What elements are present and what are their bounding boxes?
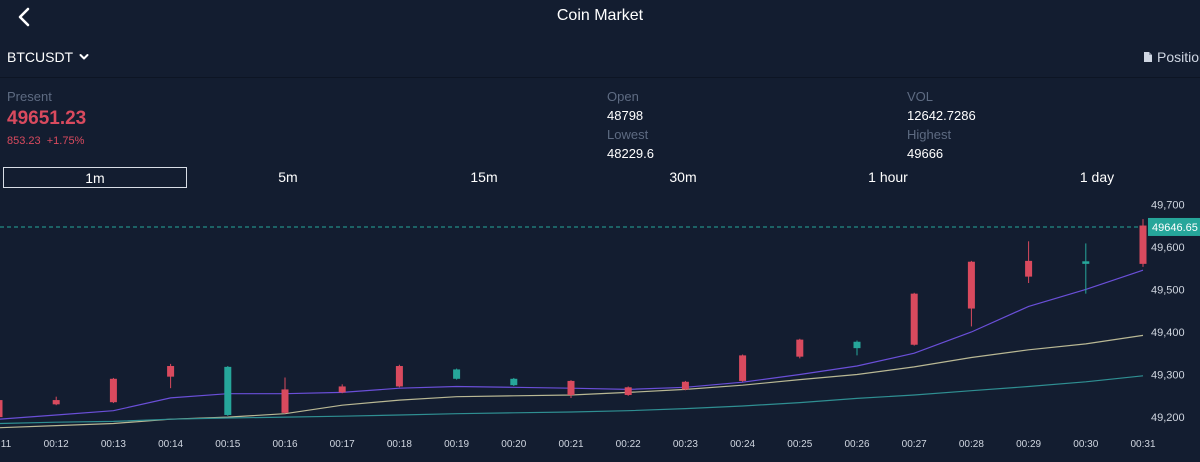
x-tick-label: 00:22 — [616, 439, 641, 450]
candle-body — [281, 389, 289, 413]
vol-label: VOL — [907, 89, 934, 104]
candle-body — [395, 366, 403, 387]
x-tick-label: 00:24 — [730, 439, 755, 450]
x-tick-label: 00:15 — [215, 439, 240, 450]
candle-body — [624, 387, 632, 395]
symbol-bar: BTCUSDT Position — [0, 40, 1200, 78]
candle-body — [453, 369, 461, 379]
highest-value: 49666 — [907, 146, 944, 161]
x-tick-label: 00:25 — [787, 439, 812, 450]
current-price-tag — [1148, 217, 1200, 236]
caret-down-icon — [79, 54, 89, 60]
candle-body — [1082, 261, 1090, 264]
x-tick-label: 00:21 — [558, 439, 583, 450]
x-tick-label: 00:28 — [959, 439, 984, 450]
tab-1m[interactable]: 1m — [3, 167, 187, 188]
present-price: 49651.23 — [7, 108, 87, 129]
y-tick-label: 49,500 — [1151, 284, 1185, 296]
document-icon — [1144, 52, 1152, 62]
x-tick-label: 00:14 — [158, 439, 183, 450]
tab-1-hour[interactable]: 1 hour — [868, 169, 908, 185]
x-tick-label: 00:19 — [444, 439, 469, 450]
candle-body — [681, 381, 689, 390]
tab-30m[interactable]: 30m — [669, 169, 697, 185]
highest-label: Highest — [907, 127, 952, 142]
y-tick-label: 49,200 — [1151, 412, 1185, 424]
chart-svg[interactable]: 49,700 49,600 49,500 49,400 49,300 49,200 00:1… — [0, 199, 1200, 457]
candlestick-chart[interactable]: 49,700 49,600 49,500 49,400 49,300 49,200 00:1… — [0, 199, 1200, 457]
candle-body — [967, 261, 975, 309]
y-tick-label: 49,400 — [1151, 327, 1185, 339]
candle-body — [1025, 260, 1033, 277]
candle-body — [739, 355, 747, 381]
tab-5m[interactable]: 5m — [278, 169, 298, 185]
position-link[interactable]: Position — [1143, 49, 1200, 65]
present-change: 853.23 +1.75% — [7, 135, 85, 147]
x-tick-label: 00:30 — [1073, 439, 1098, 450]
symbol-label: BTCUSDT — [7, 49, 74, 65]
x-tick-label: 00:11 — [0, 439, 12, 450]
tab-1-day[interactable]: 1 day — [1079, 169, 1115, 185]
x-tick-label: 00:27 — [902, 439, 927, 450]
candle-body — [0, 400, 3, 418]
vol-value: 12642.7286 — [907, 108, 976, 123]
candle-body — [567, 380, 575, 395]
x-tick-label: 00:17 — [330, 439, 355, 450]
candle-body — [910, 293, 918, 345]
x-tick-label: 00:18 — [387, 439, 412, 450]
candle-body — [167, 366, 175, 377]
y-tick-label: 49,700 — [1151, 200, 1185, 211]
candle-body — [1139, 225, 1147, 264]
candle-body — [796, 339, 804, 357]
moving-average-line — [0, 375, 1144, 425]
market-stats: Present 49651.23 853.23 +1.75% Open 4879… — [0, 88, 1200, 163]
x-tick-label: 00:12 — [44, 439, 69, 450]
x-tick-label: 00:13 — [101, 439, 126, 450]
y-tick-label: 49,600 — [1151, 242, 1185, 254]
current-price-label: 49646.65 — [1152, 222, 1198, 234]
lowest-label: Lowest — [607, 127, 649, 142]
open-value: 48798 — [607, 108, 644, 123]
candle-body — [52, 400, 60, 405]
x-tick-label: 00:31 — [1130, 439, 1155, 450]
chevron-left-icon[interactable] — [14, 6, 36, 28]
candle-body — [853, 341, 861, 349]
x-tick-label: 00:16 — [272, 439, 297, 450]
x-tick-label: 00:20 — [501, 439, 526, 450]
symbol-selector[interactable]: BTCUSDT — [7, 49, 89, 65]
page-title: Coin Market — [556, 7, 644, 24]
candle-body — [338, 386, 346, 393]
tab-15m[interactable]: 15m — [470, 169, 498, 185]
candle-body — [510, 378, 518, 386]
interval-tabs: 1m 5m 15m 30m 1 hour 1 day — [0, 167, 1200, 189]
present-label: Present — [7, 89, 52, 104]
x-tick-label: 00:29 — [1016, 439, 1041, 450]
lowest-value: 48229.6 — [607, 146, 654, 161]
x-tick-label: 00:26 — [844, 439, 869, 450]
candle-body — [224, 366, 232, 415]
candle-body — [109, 378, 117, 403]
position-label: Position — [1157, 49, 1200, 65]
y-tick-label: 49,300 — [1151, 370, 1185, 382]
open-label: Open — [607, 89, 639, 104]
header: Coin Market — [0, 0, 1200, 34]
x-tick-label: 00:23 — [673, 439, 698, 450]
